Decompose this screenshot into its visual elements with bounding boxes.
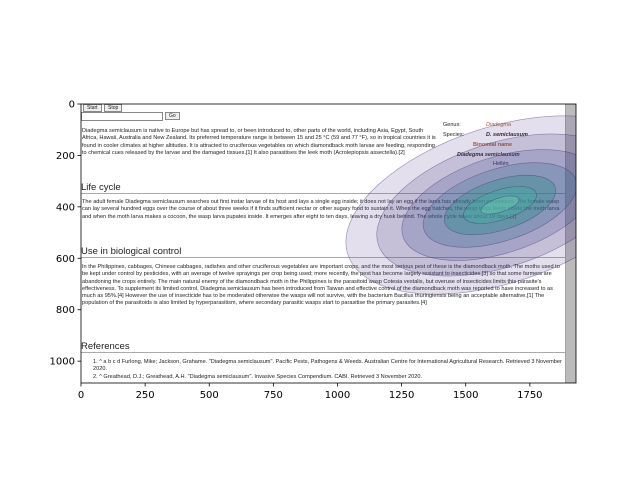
contour: [480, 195, 520, 215]
contour: [345, 115, 576, 295]
contour: [401, 149, 576, 261]
y-tick-label: 600: [56, 254, 75, 265]
x-tick-label: 1250: [389, 390, 414, 401]
infobox-heading: Binomial name: [473, 142, 513, 148]
y-tick-label: 1000: [50, 357, 75, 368]
stop-button[interactable]: Stop: [104, 104, 123, 112]
infobox-binomial: Diadegma semiclausum: [457, 152, 520, 158]
infobox-author: Hellén: [493, 161, 509, 167]
section-heading: References: [81, 341, 565, 353]
section-text: The adult female Diadegma semiclausum se…: [82, 199, 560, 220]
x-tick-label: 1000: [325, 390, 350, 401]
x-tick-label: 500: [200, 390, 219, 401]
contour: [463, 186, 537, 224]
section-text: In the Philippines, cabbages, Chinese ca…: [82, 264, 560, 307]
contour: [376, 133, 576, 277]
infobox-label: Species:: [443, 132, 465, 138]
go-button[interactable]: Go: [165, 112, 180, 120]
axes-frame: [80, 103, 577, 384]
reference: 1. ^ a b c d Furlong, Mike; Jackson, Gra…: [93, 359, 562, 373]
scrollbar[interactable]: [566, 104, 576, 383]
reference: 2. ^ Greathead, D.J.; Greathead, A.H. "D…: [93, 374, 423, 380]
x-tick-label: 0: [78, 390, 84, 401]
x-tick-label: 1750: [517, 390, 542, 401]
infobox-value: D. semiclausum: [486, 132, 528, 138]
section-heading: Life cycle: [81, 182, 565, 194]
search-box[interactable]: [81, 112, 163, 121]
frame-line: [565, 104, 566, 383]
x-tick-label: 750: [264, 390, 283, 401]
y-tick-label: 200: [56, 151, 75, 162]
start-button[interactable]: Start: [83, 104, 102, 112]
density-contours: [345, 115, 576, 295]
y-tick-label: 800: [56, 305, 75, 316]
contour: [444, 174, 556, 236]
screenshot: Start Stop Go Diadegma semiclausum is na…: [81, 104, 576, 383]
infobox-label: Genus:: [443, 122, 461, 128]
y-tick-label: 0: [69, 100, 75, 111]
x-tick-label: 1500: [453, 390, 478, 401]
infobox-value: Diadegma: [486, 122, 512, 128]
x-tick-label: 250: [136, 390, 155, 401]
y-tick-label: 400: [56, 202, 75, 213]
intro-text: Diadegma semiclausum is native to Europe…: [82, 128, 436, 156]
contour: [422, 162, 576, 248]
section-heading: Use in biological control: [81, 246, 565, 258]
